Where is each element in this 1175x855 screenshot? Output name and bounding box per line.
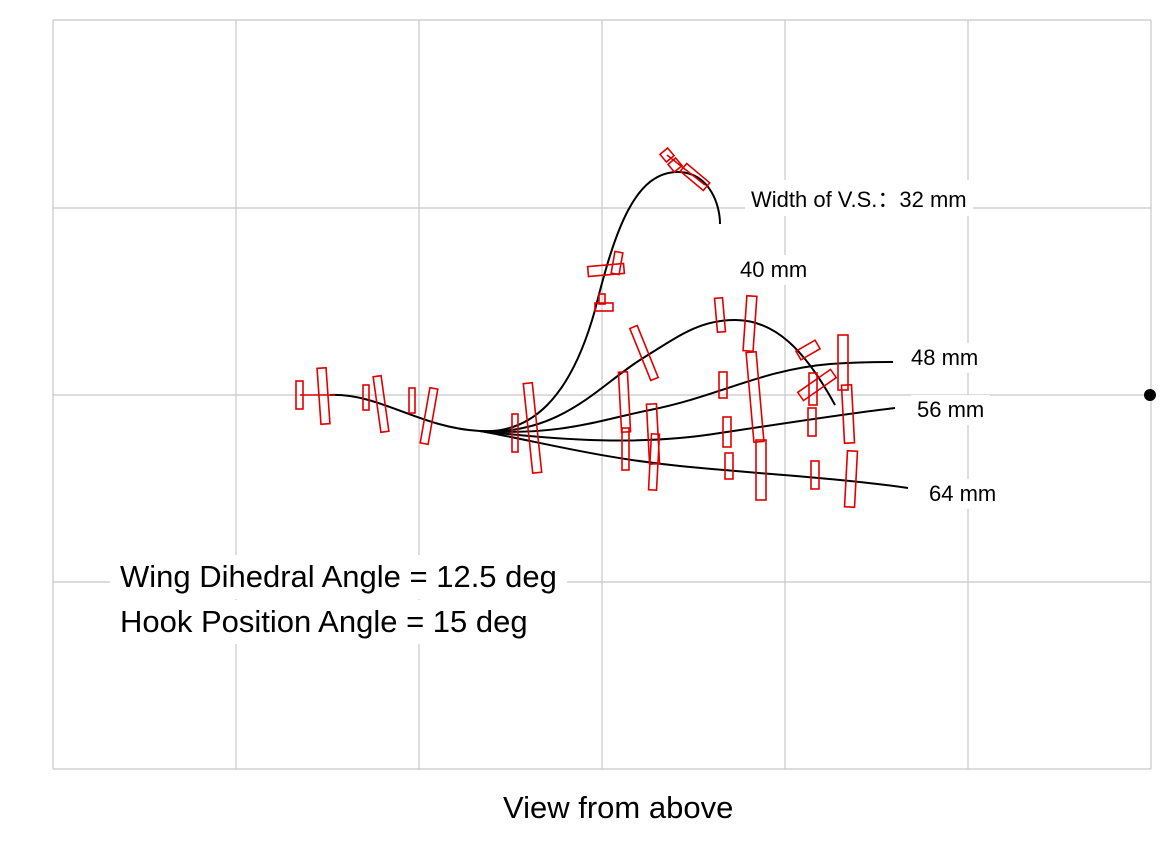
wing-dihedral-angle-label: Wing Dihedral Angle = 12.5 deg <box>110 555 567 599</box>
trajectory-32mm <box>329 170 721 433</box>
hook-position-angle-label: Hook Position Angle = 15 deg <box>110 600 538 644</box>
trajectory-label-48mm: 48 mm <box>905 343 985 373</box>
diagram-caption: View from above <box>503 790 734 826</box>
trajectory-label-56mm: 56 mm <box>911 395 991 425</box>
trajectory-label-32mm: Width of V.S.：32 mm <box>745 180 973 216</box>
trajectory-label-40mm: 40 mm <box>734 255 814 285</box>
trajectory-40mm <box>479 318 836 433</box>
target-point <box>1144 389 1156 401</box>
trajectory-label-64mm: 64 mm <box>923 479 1003 509</box>
trajectory-48mm <box>479 361 894 433</box>
trajectory-56mm <box>479 407 896 442</box>
glider-positions <box>295 146 859 509</box>
